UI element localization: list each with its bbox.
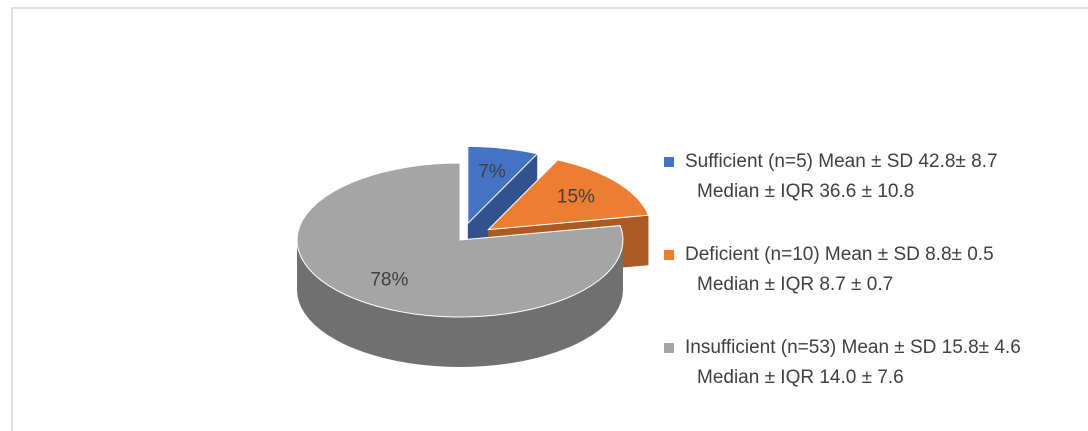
legend-detail: Median ± IQR 36.6 ± 10.8 (697, 181, 914, 202)
legend-swatch (664, 250, 674, 260)
legend-swatch (664, 157, 674, 167)
pie-slice (467, 145, 539, 225)
pie-slice (487, 159, 650, 231)
data-label: 15% (557, 187, 595, 208)
legend-detail: Median ± IQR 8.7 ± 0.7 (697, 274, 893, 295)
legend-label: Deficient (n=10) Mean ± SD 8.8± 0.5 (685, 244, 994, 265)
legend-detail: Median ± IQR 14.0 ± 7.6 (697, 367, 904, 388)
data-label: 7% (478, 161, 506, 182)
legend-label: Sufficient (n=5) Mean ± SD 42.8± 8.7 (685, 151, 998, 172)
legend-label: Insufficient (n=53) Mean ± SD 15.8± 4.6 (685, 337, 1021, 358)
slice-side (297, 240, 623, 367)
pie-slice (296, 162, 624, 318)
data-label: 78% (370, 269, 408, 290)
legend-swatch (664, 343, 674, 353)
